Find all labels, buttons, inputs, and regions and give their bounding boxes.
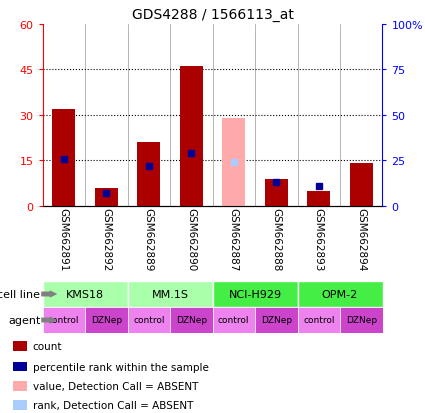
Text: GSM662890: GSM662890 xyxy=(186,208,196,271)
Text: value, Detection Call = ABSENT: value, Detection Call = ABSENT xyxy=(33,381,198,391)
Bar xyxy=(212,281,298,307)
Bar xyxy=(13,400,27,410)
Text: DZNep: DZNep xyxy=(91,316,122,325)
Bar xyxy=(170,307,212,333)
Bar xyxy=(340,307,382,333)
Text: percentile rank within the sample: percentile rank within the sample xyxy=(33,362,209,372)
Text: MM.1S: MM.1S xyxy=(151,289,189,299)
Bar xyxy=(137,143,160,206)
Bar xyxy=(349,164,373,206)
Bar xyxy=(128,307,170,333)
Bar xyxy=(94,188,118,206)
Text: control: control xyxy=(303,316,334,325)
Text: OPM-2: OPM-2 xyxy=(322,289,358,299)
Bar xyxy=(42,307,85,333)
Bar xyxy=(212,307,255,333)
Text: GSM662893: GSM662893 xyxy=(314,208,324,271)
Text: control: control xyxy=(218,316,249,325)
Bar xyxy=(13,341,27,351)
Bar xyxy=(179,67,203,206)
Bar xyxy=(264,179,288,206)
Text: GSM662892: GSM662892 xyxy=(101,208,111,271)
Text: DZNep: DZNep xyxy=(176,316,207,325)
Bar xyxy=(222,119,245,206)
Text: GSM662887: GSM662887 xyxy=(229,208,239,271)
Text: agent: agent xyxy=(8,315,40,325)
Text: cell line: cell line xyxy=(0,289,40,299)
Text: DZNep: DZNep xyxy=(261,316,292,325)
Text: control: control xyxy=(48,316,79,325)
Bar xyxy=(298,307,340,333)
Text: NCI-H929: NCI-H929 xyxy=(229,289,281,299)
Bar xyxy=(298,281,382,307)
Bar xyxy=(13,362,27,372)
Text: control: control xyxy=(133,316,164,325)
Bar xyxy=(255,307,298,333)
Text: DZNep: DZNep xyxy=(346,316,377,325)
Text: GSM662888: GSM662888 xyxy=(271,208,281,271)
Text: GSM662891: GSM662891 xyxy=(59,208,69,271)
Text: KMS18: KMS18 xyxy=(66,289,104,299)
Bar xyxy=(42,281,128,307)
Bar xyxy=(52,109,76,206)
Title: GDS4288 / 1566113_at: GDS4288 / 1566113_at xyxy=(132,8,293,22)
Bar xyxy=(128,281,212,307)
Text: GSM662894: GSM662894 xyxy=(356,208,366,271)
Text: rank, Detection Call = ABSENT: rank, Detection Call = ABSENT xyxy=(33,400,193,410)
Bar xyxy=(85,307,128,333)
Text: GSM662889: GSM662889 xyxy=(144,208,154,271)
Bar xyxy=(13,381,27,391)
Text: count: count xyxy=(33,341,62,351)
Bar xyxy=(307,191,330,206)
